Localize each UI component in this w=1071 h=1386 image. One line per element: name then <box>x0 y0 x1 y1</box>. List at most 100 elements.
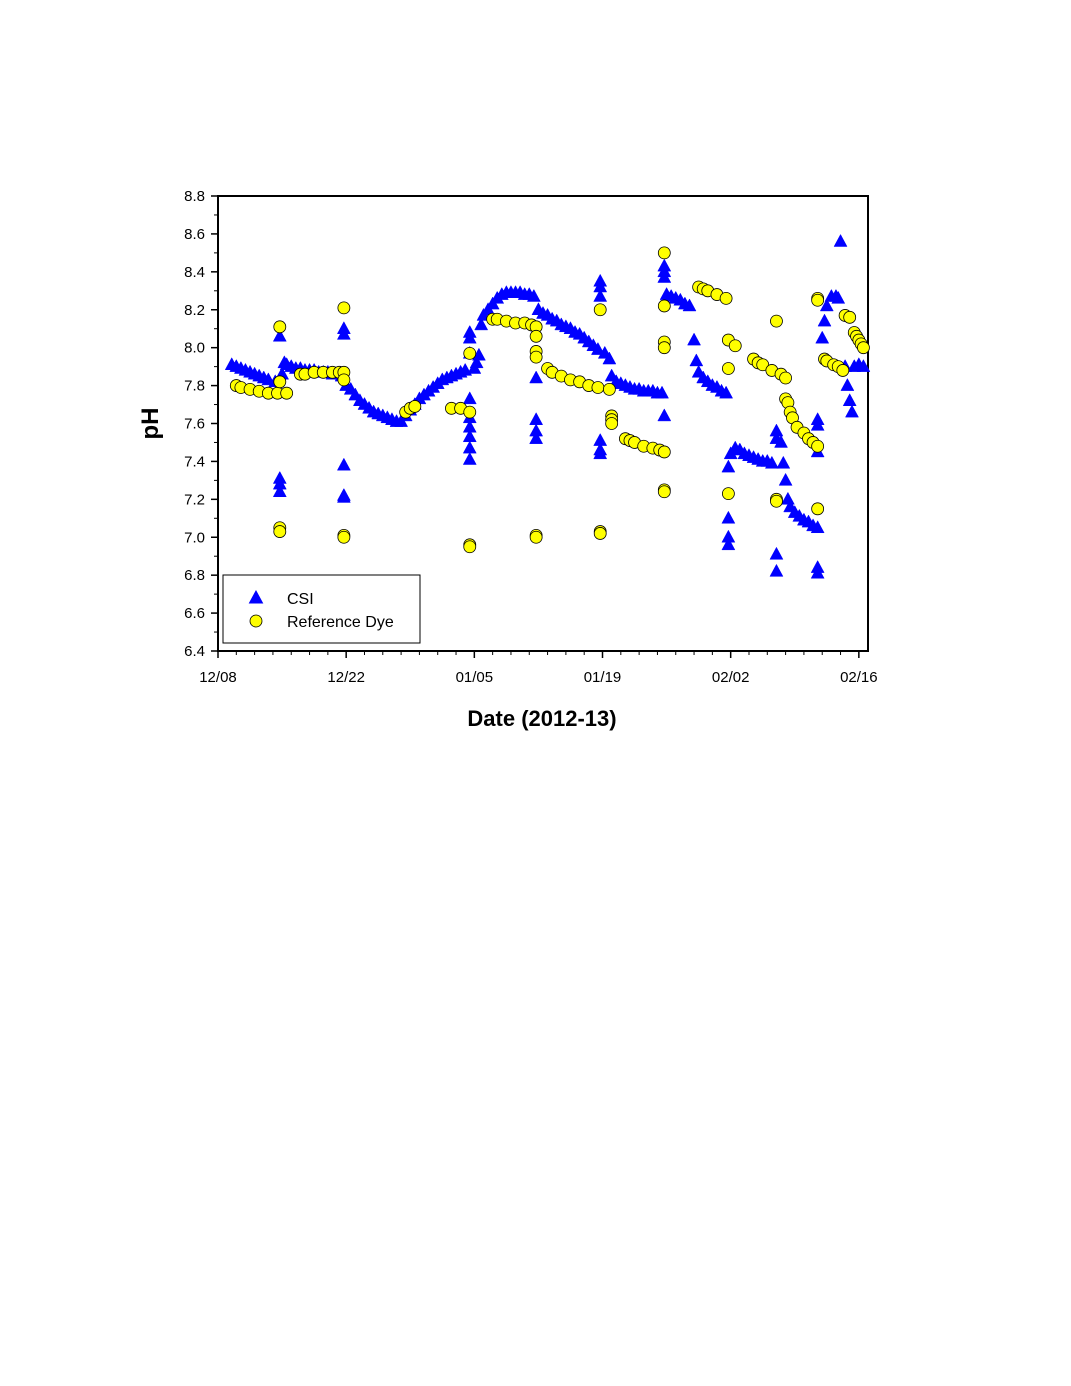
csi-point <box>529 370 544 384</box>
csi-point <box>529 412 544 425</box>
x-tick-label: 12/22 <box>327 669 365 686</box>
csi-point <box>682 298 697 312</box>
csi-point <box>831 290 846 304</box>
csi-point <box>657 269 672 283</box>
csi-point <box>462 330 477 344</box>
x-tick-label: 02/02 <box>712 669 750 686</box>
csi-point <box>336 326 351 340</box>
x-axis: 12/08 12/22 01/05 01/19 02/02 02/16 <box>199 651 878 686</box>
csi-point <box>769 546 784 560</box>
csi-point <box>474 317 489 331</box>
csi-point <box>769 563 784 577</box>
reference-dye-point <box>857 341 870 355</box>
csi-point <box>721 510 736 524</box>
reference-dye-point <box>721 362 735 375</box>
csi-point <box>817 313 832 327</box>
y-tick-label: 6.6 <box>184 605 205 622</box>
reference-dye-point <box>657 445 671 459</box>
csi-point <box>856 359 871 372</box>
csi-point <box>842 393 857 406</box>
csi-point <box>819 298 834 312</box>
csi-point <box>336 489 351 503</box>
reference-dye-point <box>721 487 735 501</box>
csi-point <box>655 385 669 399</box>
legend-reference-dye-marker <box>249 614 263 628</box>
csi-point <box>469 355 484 369</box>
x-tick-label: 02/16 <box>840 669 878 686</box>
reference-dye-point <box>770 314 783 328</box>
reference-dye-point <box>529 350 543 364</box>
reference-dye-point <box>605 417 619 430</box>
csi-point <box>721 459 736 473</box>
reference-dye-point <box>657 246 671 260</box>
csi-point <box>593 288 608 302</box>
csi-point <box>462 391 477 405</box>
csi-point <box>687 332 701 346</box>
reference-dye-point <box>602 382 616 396</box>
reference-dye-point <box>719 291 733 305</box>
csi-point <box>462 451 477 465</box>
reference-dye-point <box>843 310 857 324</box>
x-tick-label: 01/19 <box>584 669 622 686</box>
y-tick-label: 7.0 <box>184 529 205 546</box>
y-tick-label: 8.0 <box>184 340 205 357</box>
csi-point <box>272 484 287 497</box>
csi-point <box>272 328 287 342</box>
reference-dye-point <box>657 341 671 355</box>
csi-point <box>602 351 617 365</box>
csi-point <box>840 378 855 391</box>
reference-dye-point <box>770 494 783 508</box>
csi-point <box>657 408 672 422</box>
reference-dye-point <box>463 540 477 554</box>
csi-point <box>593 446 608 460</box>
reference-dye-point <box>463 405 477 419</box>
reference-dye-point <box>337 373 351 387</box>
reference-dye-point <box>591 381 605 394</box>
csi-point <box>774 434 788 448</box>
reference-dye-point <box>657 299 671 313</box>
x-axis-title: Date (2012-13) <box>467 706 616 731</box>
csi-point <box>810 520 825 534</box>
reference-dye-point <box>593 527 607 540</box>
csi-point <box>810 565 825 579</box>
y-tick-label: 8.8 <box>184 188 205 205</box>
csi-point <box>336 457 351 471</box>
csi-point <box>815 330 830 344</box>
csi-point <box>529 431 544 444</box>
x-tick-label: 12/08 <box>199 669 237 686</box>
csi-point <box>526 288 541 302</box>
y-tick-label: 7.6 <box>184 416 205 433</box>
reference-dye-point <box>811 502 825 516</box>
x-tick-label: 01/05 <box>456 669 494 686</box>
reference-dye-point <box>728 339 742 353</box>
csi-point <box>778 472 793 486</box>
y-tick-label: 8.6 <box>184 226 205 243</box>
y-tick-label: 7.8 <box>184 378 205 395</box>
csi-point <box>833 233 848 247</box>
csi-point <box>780 491 795 505</box>
legend-label: CSI <box>287 591 314 608</box>
reference-dye-point <box>280 386 294 400</box>
csi-point <box>462 440 477 454</box>
reference-dye-point <box>273 525 287 538</box>
csi-point <box>764 455 779 469</box>
y-axis-title: pH <box>137 408 164 440</box>
y-axis: 6.4 6.6 6.8 7.0 7.2 7.4 7.6 7.8 8.0 8.2 8.4 8.6 8.8 <box>184 188 218 660</box>
csi-point <box>689 353 704 367</box>
reference-dye-point <box>337 530 351 544</box>
reference-dye-point <box>273 375 287 389</box>
legend-box <box>222 574 421 644</box>
reference-dye-point <box>779 371 793 385</box>
data-points <box>224 233 871 579</box>
csi-point <box>719 385 734 399</box>
y-tick-label: 6.4 <box>184 643 205 660</box>
y-tick-label: 6.8 <box>184 567 205 584</box>
csi-point <box>845 404 859 418</box>
y-tick-label: 7.2 <box>184 491 205 508</box>
y-tick-label: 8.2 <box>184 302 205 319</box>
y-tick-label: 8.4 <box>184 264 205 281</box>
reference-dye-point <box>337 301 351 315</box>
csi-point <box>810 417 825 431</box>
csi-point <box>591 342 605 355</box>
